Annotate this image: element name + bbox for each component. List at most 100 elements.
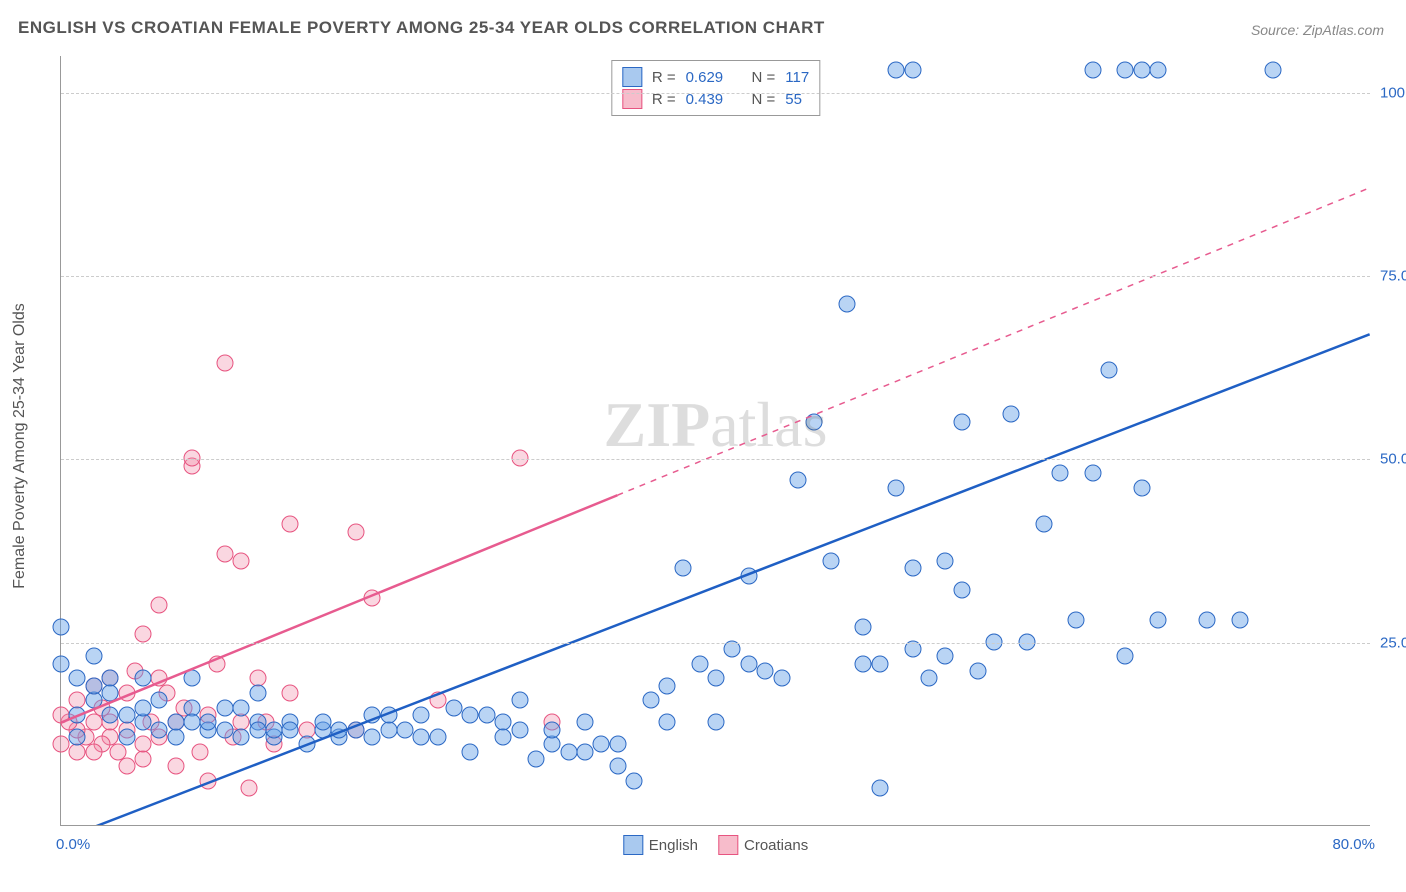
data-point [69, 729, 86, 746]
data-point [1264, 61, 1281, 78]
x-tick-max: 80.0% [1332, 836, 1375, 853]
data-point [200, 714, 217, 731]
data-point [544, 721, 561, 738]
data-point [184, 670, 201, 687]
x-tick-min: 0.0% [56, 836, 90, 853]
legend-label: English [649, 837, 698, 854]
data-point [69, 670, 86, 687]
data-point [757, 663, 774, 680]
data-point [1084, 465, 1101, 482]
y-tick-label: 25.0% [1380, 634, 1406, 651]
data-point [53, 655, 70, 672]
data-point [134, 714, 151, 731]
data-point [69, 743, 86, 760]
data-point [1199, 611, 1216, 628]
data-point [577, 714, 594, 731]
gridline [61, 276, 1370, 277]
data-point [53, 707, 70, 724]
data-point [1101, 362, 1118, 379]
source-label: Source: [1251, 22, 1299, 38]
data-point [691, 655, 708, 672]
data-point [233, 729, 250, 746]
data-point [151, 692, 168, 709]
data-point [118, 758, 135, 775]
watermark: ZIPatlas [604, 388, 828, 462]
source-value: ZipAtlas.com [1303, 22, 1384, 38]
data-point [134, 699, 151, 716]
data-point [609, 736, 626, 753]
gridline [61, 93, 1370, 94]
chart-title: ENGLISH VS CROATIAN FEMALE POVERTY AMONG… [18, 18, 825, 38]
data-point [888, 61, 905, 78]
data-point [216, 721, 233, 738]
data-point [347, 721, 364, 738]
data-point [265, 721, 282, 738]
data-point [773, 670, 790, 687]
data-point [151, 597, 168, 614]
r-value: 0.629 [686, 69, 724, 86]
y-tick-label: 50.0% [1380, 451, 1406, 468]
data-point [478, 707, 495, 724]
legend-swatch [622, 67, 642, 87]
data-point [282, 685, 299, 702]
data-point [216, 699, 233, 716]
legend-label: Croatians [744, 837, 808, 854]
data-point [1150, 611, 1167, 628]
data-point [233, 553, 250, 570]
data-point [167, 758, 184, 775]
data-point [1035, 516, 1052, 533]
data-point [429, 729, 446, 746]
data-point [167, 729, 184, 746]
data-point [658, 677, 675, 694]
regression-line-croatians-solid [61, 495, 617, 722]
data-point [577, 743, 594, 760]
data-point [134, 736, 151, 753]
data-point [151, 721, 168, 738]
data-point [871, 655, 888, 672]
data-point [200, 773, 217, 790]
data-point [839, 296, 856, 313]
data-point [708, 714, 725, 731]
data-point [429, 692, 446, 709]
data-point [888, 479, 905, 496]
data-point [347, 523, 364, 540]
gridline [61, 643, 1370, 644]
data-point [364, 589, 381, 606]
legend-stats: R =0.629 N =117R =0.439 N =55 [611, 60, 820, 116]
data-point [85, 743, 102, 760]
data-point [102, 707, 119, 724]
data-point [740, 655, 757, 672]
data-point [208, 655, 225, 672]
y-axis-label: Female Poverty Among 25-34 Year Olds [11, 303, 29, 589]
data-point [675, 560, 692, 577]
data-point [904, 560, 921, 577]
data-point [249, 721, 266, 738]
data-point [118, 685, 135, 702]
data-point [495, 729, 512, 746]
data-point [626, 773, 643, 790]
legend-item: Croatians [718, 835, 808, 855]
data-point [953, 413, 970, 430]
regression-line-croatians-dashed [617, 188, 1369, 495]
data-point [462, 743, 479, 760]
data-point [937, 553, 954, 570]
data-point [216, 545, 233, 562]
data-point [249, 685, 266, 702]
y-tick-label: 75.0% [1380, 268, 1406, 285]
data-point [855, 655, 872, 672]
data-point [1117, 648, 1134, 665]
data-point [789, 472, 806, 489]
data-point [151, 670, 168, 687]
data-point [380, 721, 397, 738]
data-point [85, 692, 102, 709]
data-point [953, 582, 970, 599]
data-point [134, 751, 151, 768]
data-point [134, 670, 151, 687]
n-label: N = [751, 69, 775, 86]
regression-lines [61, 56, 1370, 825]
data-point [380, 707, 397, 724]
data-point [527, 751, 544, 768]
data-point [446, 699, 463, 716]
data-point [118, 729, 135, 746]
data-point [241, 780, 258, 797]
